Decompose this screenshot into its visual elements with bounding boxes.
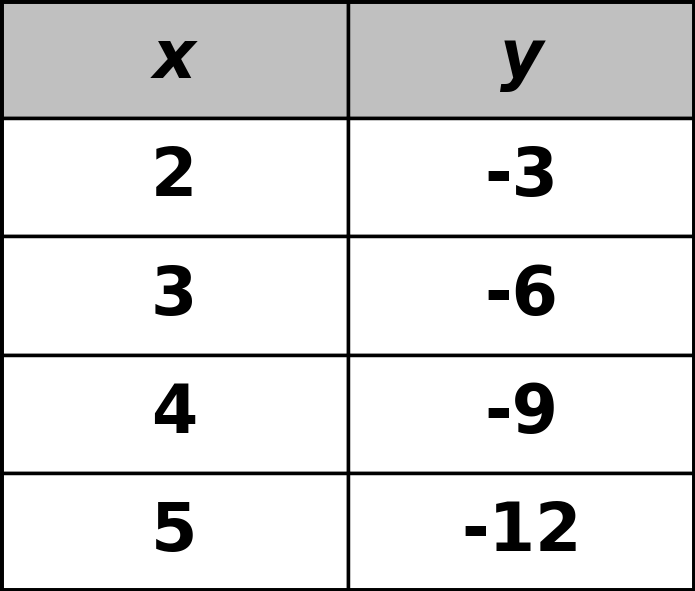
Text: 2: 2 xyxy=(151,144,197,210)
Text: -3: -3 xyxy=(484,144,558,210)
Text: 5: 5 xyxy=(151,499,197,565)
Text: y: y xyxy=(500,26,543,92)
Bar xyxy=(0,0,348,118)
Bar xyxy=(0,118,348,236)
Bar xyxy=(0,473,348,591)
Bar xyxy=(348,118,695,236)
Bar xyxy=(348,0,695,118)
Bar xyxy=(348,473,695,591)
Text: -9: -9 xyxy=(484,381,558,447)
Text: 4: 4 xyxy=(151,381,197,447)
Bar xyxy=(0,355,348,473)
Bar xyxy=(0,236,348,355)
Text: 3: 3 xyxy=(151,262,197,329)
Bar xyxy=(348,355,695,473)
Text: x: x xyxy=(152,26,195,92)
Text: -6: -6 xyxy=(484,262,558,329)
Bar xyxy=(348,236,695,355)
Text: -12: -12 xyxy=(461,499,582,565)
